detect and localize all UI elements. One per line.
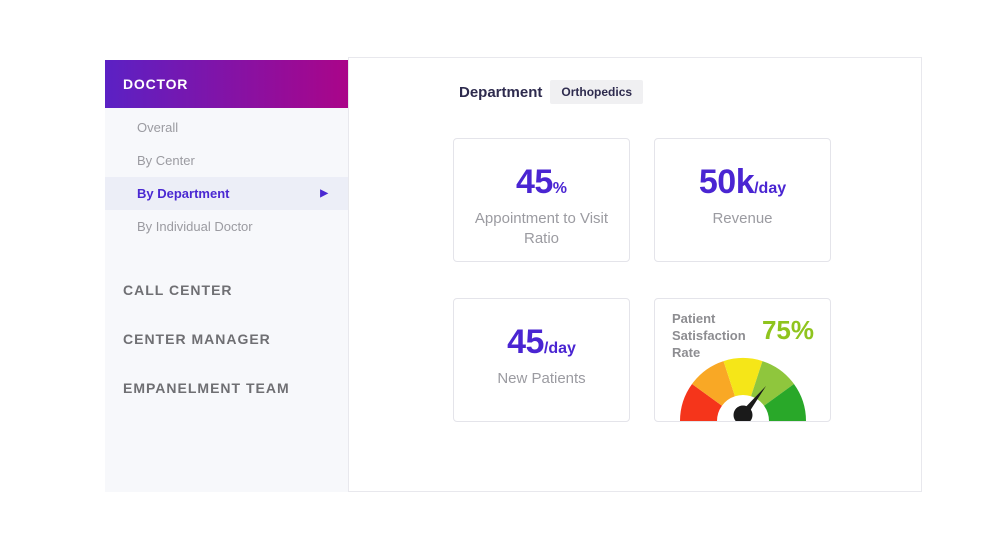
gauge-segment-red <box>679 383 722 421</box>
card-patient-satisfaction-rate: Patient Satisfaction Rate 75% <box>654 298 831 422</box>
stat-number: 50k <box>698 163 755 201</box>
sidebar-item-label: By Department <box>137 186 230 201</box>
stat-value: 50k /day <box>699 163 786 202</box>
sidebar-item-label: By Individual Doctor <box>137 219 253 234</box>
satisfaction-gauge-chart <box>679 357 806 421</box>
department-filter-value-chip[interactable]: Orthopedics <box>550 80 644 104</box>
stat-value: 45 % <box>516 163 567 202</box>
gauge-segment-orange <box>691 361 735 406</box>
sidebar-item-by-individual-doctor[interactable]: By Individual Doctor <box>105 210 348 243</box>
sidebar-item-call-center[interactable]: CALL CENTER <box>105 265 348 314</box>
department-filter: Department Orthopedics <box>459 80 644 104</box>
stat-number: 45 <box>507 323 544 361</box>
gauge-title: Patient Satisfaction Rate <box>672 311 746 360</box>
sidebar-item-label: Overall <box>137 120 179 135</box>
sidebar-sections: CALL CENTER CENTER MANAGER EMPANELMENT T… <box>105 265 348 412</box>
sidebar-section-label: CENTER MANAGER <box>123 330 271 347</box>
department-filter-label: Department <box>459 83 543 101</box>
sidebar-section-label: EMPANELMENT TEAM <box>123 379 290 396</box>
sidebar-header-label: DOCTOR <box>123 76 189 92</box>
sidebar-item-center-manager[interactable]: CENTER MANAGER <box>105 314 348 363</box>
doctor-submenu: Overall By Center By Department ▶ By Ind… <box>105 108 348 243</box>
sidebar-item-by-department[interactable]: By Department ▶ <box>105 177 348 210</box>
sidebar-item-label: By Center <box>137 153 195 168</box>
sidebar-section-label: CALL CENTER <box>123 281 233 298</box>
stat-label: New Patients <box>497 370 586 387</box>
card-appointment-to-visit-ratio: 45 % Appointment to Visit Ratio <box>453 138 630 262</box>
gauge-segment-yellow <box>723 357 762 397</box>
stat-label: Appointment to Visit Ratio <box>474 210 609 248</box>
stat-suffix: % <box>552 180 568 197</box>
main-panel: Department Orthopedics 45 % Appointment … <box>348 57 922 492</box>
gauge-value: 75% <box>761 315 814 345</box>
stat-value: 45 /day <box>507 323 576 362</box>
sidebar-item-overall[interactable]: Overall <box>105 111 348 144</box>
stat-suffix: /day <box>543 340 576 357</box>
card-new-patients: 45 /day New Patients <box>453 298 630 422</box>
card-revenue: 50k /day Revenue <box>654 138 831 262</box>
sidebar-item-empanelment-team[interactable]: EMPANELMENT TEAM <box>105 363 348 412</box>
gauge-segment-green <box>763 383 806 421</box>
sidebar-header-doctor[interactable]: DOCTOR <box>105 60 348 108</box>
sidebar: DOCTOR Overall By Center By Department ▶… <box>105 60 348 492</box>
gauge-segment-light-green <box>750 361 794 406</box>
stat-label: Revenue <box>712 210 773 227</box>
gauge-needle-hub <box>733 405 752 421</box>
stat-suffix: /day <box>754 180 787 197</box>
chevron-right-icon: ▶ <box>320 187 328 199</box>
sidebar-item-by-center[interactable]: By Center <box>105 144 348 177</box>
stat-number: 45 <box>515 163 553 201</box>
